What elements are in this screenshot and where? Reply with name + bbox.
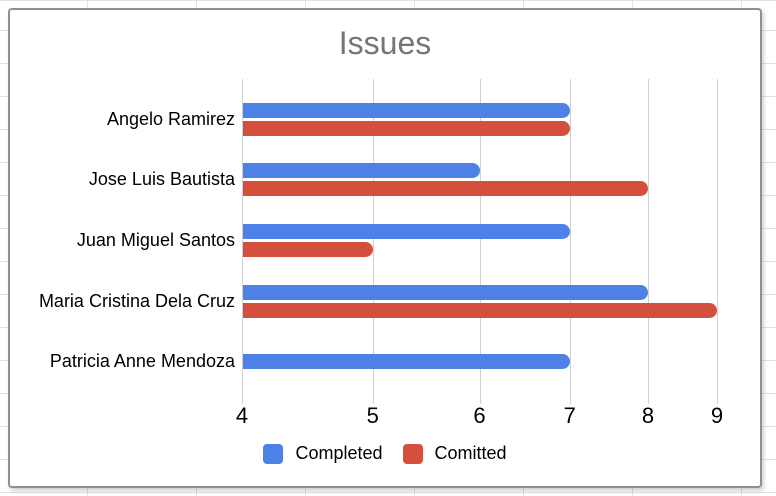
category-label: Maria Cristina Dela Cruz bbox=[38, 290, 235, 311]
plot-gridline bbox=[717, 79, 718, 404]
bar-comitted[interactable] bbox=[243, 241, 374, 257]
value-axis: 4 5 6 7 8 9 bbox=[236, 403, 723, 433]
plot-gridline bbox=[372, 79, 374, 404]
x-tick-label: 8 bbox=[641, 403, 655, 428]
bar-comitted[interactable] bbox=[243, 302, 717, 318]
chart-card[interactable]: Issues Angelo Ramirez Jose Luis Bautista J… bbox=[8, 8, 762, 488]
x-tick-label: 4 bbox=[235, 403, 249, 428]
category-label: Angelo Ramirez bbox=[106, 108, 235, 129]
plot-area bbox=[242, 79, 718, 404]
bar-comitted[interactable] bbox=[243, 120, 571, 136]
bars-area bbox=[243, 89, 717, 392]
plot-gridline bbox=[242, 79, 243, 404]
bar-completed[interactable] bbox=[243, 354, 571, 370]
category-label: Patricia Anne Mendoza bbox=[49, 351, 235, 372]
plot-gridline bbox=[479, 79, 481, 404]
category-label: Jose Luis Bautista bbox=[88, 169, 235, 190]
bar-group-jose-luis-bautista bbox=[243, 150, 717, 211]
plot-gridline bbox=[648, 79, 649, 404]
x-tick-label: 5 bbox=[366, 403, 379, 428]
x-tick-label: 6 bbox=[473, 403, 486, 428]
bar-completed[interactable] bbox=[243, 223, 571, 239]
bar-group-patricia-anne-mendoza bbox=[243, 331, 717, 392]
plot-gridline bbox=[569, 79, 571, 404]
bar-completed[interactable] bbox=[243, 102, 571, 118]
legend: Completed Comitted bbox=[10, 443, 760, 464]
bar-group-angelo-ramirez bbox=[243, 89, 717, 150]
category-label: Juan Miguel Santos bbox=[76, 229, 235, 250]
legend-item-comitted[interactable]: Comitted bbox=[402, 443, 507, 464]
bar-group-juan-miguel-santos bbox=[243, 210, 717, 271]
bar-completed[interactable] bbox=[243, 163, 480, 179]
bar-comitted[interactable] bbox=[243, 181, 649, 197]
legend-swatch-icon bbox=[402, 443, 423, 464]
bar-group-maria-cristina-dela-cruz bbox=[243, 271, 717, 332]
x-tick-label: 9 bbox=[710, 403, 724, 428]
chart-title: Issues bbox=[338, 25, 432, 61]
legend-swatch-icon bbox=[263, 443, 284, 464]
legend-label: Comitted bbox=[434, 443, 507, 463]
legend-item-completed[interactable]: Completed bbox=[263, 443, 383, 464]
x-tick-label: 7 bbox=[563, 403, 576, 428]
legend-label: Completed bbox=[295, 443, 383, 463]
bar-completed[interactable] bbox=[243, 284, 649, 300]
category-axis: Angelo Ramirez Jose Luis Bautista Juan Mig… bbox=[10, 89, 235, 392]
